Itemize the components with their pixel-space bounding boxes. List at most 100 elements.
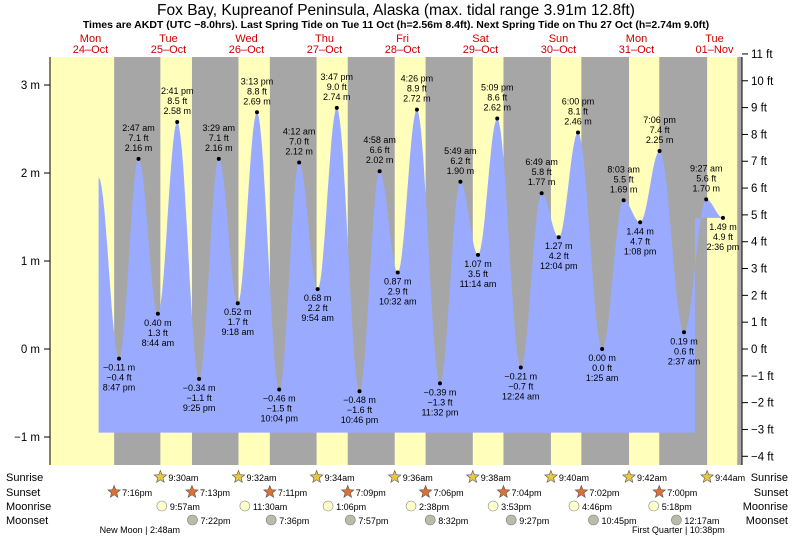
tide-point-low [357, 389, 362, 394]
moonset-icon [671, 514, 682, 526]
tide-m-label: 1.70 m [692, 183, 720, 193]
left-tick-label: 2 m [21, 168, 40, 180]
sunset-time: 7:13pm [200, 488, 230, 498]
day-name-label: Tue [705, 33, 724, 45]
row-label-right-sunrise: Sunrise [751, 472, 788, 484]
right-tick-label: 4 ft [751, 237, 768, 249]
tide-point-low [277, 387, 282, 392]
day-name-label: Mon [626, 33, 647, 45]
sunset-icon [107, 484, 122, 498]
day-date-label: 31–Oct [619, 44, 654, 56]
tide-time-label: 11:32 pm [422, 407, 459, 417]
row-label-left-sunrise: Sunrise [6, 472, 43, 484]
tide-point-high [704, 197, 709, 202]
tide-time-label: 6:49 am [525, 157, 558, 167]
moonrise-icon [322, 500, 334, 512]
tide-point-low [475, 252, 480, 257]
day-date-label: 01–Nov [696, 44, 734, 56]
sunset-time: 7:11pm [278, 488, 307, 498]
tide-point-low [315, 287, 320, 292]
tide-m-label: −0.11 m [103, 363, 135, 373]
tide-ft-label: −1.1 ft [186, 393, 212, 403]
tide-time-label: 9:25 pm [183, 403, 216, 413]
tide-point-high [175, 119, 180, 124]
tide-m-label: 2.74 m [323, 92, 351, 102]
moonset-icon [424, 514, 436, 526]
tide-ft-label: −0.7 ft [508, 381, 534, 391]
sunset-icon [262, 484, 277, 498]
moonrise-icon [487, 500, 499, 512]
tide-m-label: 2.62 m [483, 102, 511, 112]
tide-point-high [657, 149, 662, 153]
tide-ft-label: 5.5 ft [614, 174, 635, 184]
tide-ft-label: −1.6 ft [347, 405, 373, 415]
tide-ft-label: 0.0 ft [592, 363, 613, 373]
tide-ft-label: 4.9 ft [713, 232, 734, 242]
tide-ft-label: 8.6 ft [487, 92, 508, 102]
tide-time-label: 5:09 pm [481, 82, 514, 92]
moonset-icon [187, 514, 198, 526]
right-tick-label: 7 ft [751, 156, 768, 168]
tide-time-label: 9:18 am [221, 327, 254, 337]
tide-time-label: 12:24 am [502, 391, 540, 401]
tide-points: −0.11 m−0.4 ft8:47 pm2:47 am7.1 ft2.16 m… [103, 72, 739, 425]
sunrise-icon [465, 469, 480, 483]
axes: 3 m 2 m 1 m 0 m −1 m 11 ft 10 ft 9 ft 8 ft 7 ft 6 … [14, 49, 775, 465]
tide-ft-label: 0.6 ft [674, 346, 695, 356]
moonrise-time: 9:57am [170, 502, 200, 512]
right-tick-label: 6 ft [751, 183, 768, 195]
right-tick-label: −1 ft [751, 371, 775, 383]
moonrise-time: 2:38pm [419, 502, 449, 512]
moonset-time: 7:36pm [279, 516, 309, 526]
tide-point-high [621, 198, 626, 203]
tide-point-high [254, 110, 259, 115]
tide-m-label: 1.07 m [464, 259, 492, 269]
sunset-icon [574, 484, 589, 498]
tide-ft-label: 7.0 ft [289, 136, 310, 146]
left-tick-label: 1 m [21, 256, 40, 268]
moonrise-icon [239, 500, 251, 512]
sunrise-icon [622, 469, 636, 483]
tide-point-low [720, 215, 725, 220]
tide-point-low [682, 330, 687, 335]
moonset-time: 12:17am [684, 516, 719, 526]
sunset-icon [418, 484, 433, 498]
tide-m-label: 1.90 m [447, 166, 475, 176]
tide-m-label: 1.77 m [528, 177, 556, 187]
row-label-right-sunset: Sunset [754, 487, 788, 499]
tide-point-high [334, 105, 339, 110]
tide-m-label: −0.21 m [504, 371, 537, 381]
left-tick-label: −1 m [14, 432, 40, 444]
moonrise-icon [156, 500, 168, 512]
tide-ft-label: 8.9 ft [407, 84, 428, 94]
moonset-time: 7:22pm [200, 516, 230, 526]
chart-subtitle: Times are AKDT (UTC −8.0hrs). Last Sprin… [83, 19, 709, 31]
tide-m-label: 2.69 m [243, 96, 271, 106]
tide-point-low [117, 356, 122, 361]
tide-m-label: 0.00 m [588, 353, 616, 363]
tide-time-label: 3:29 am [203, 123, 236, 133]
sunrise-icon [387, 469, 402, 483]
sunrise-icon [231, 469, 246, 483]
left-tick-label: 3 m [21, 80, 40, 92]
sunrise-time: 9:42am [637, 473, 667, 483]
tide-point-low [437, 381, 442, 386]
tide-time-label: 2:36 pm [707, 242, 740, 252]
tide-m-label: −0.48 m [343, 395, 376, 405]
day-name-label: Wed [235, 33, 257, 45]
day-name-label: Sat [472, 33, 489, 45]
tide-point-high [539, 191, 544, 196]
tide-time-label: 10:46 pm [341, 415, 379, 425]
tide-point-high [495, 116, 500, 121]
right-tick-label: 3 ft [751, 264, 768, 276]
chart-header: Fox Bay, Kupreanof Peninsula, Alaska (ma… [83, 2, 709, 31]
tide-m-label: 2.12 m [285, 146, 313, 156]
tide-point-high [414, 107, 419, 112]
tide-m-label: 2.02 m [366, 155, 394, 165]
moonset-time: 9:27pm [519, 516, 549, 526]
sunrise-icon [543, 469, 558, 483]
tide-ft-label: 5.8 ft [532, 167, 553, 177]
day-date-label: 28–Oct [385, 44, 420, 56]
tide-ft-label: 8.5 ft [167, 96, 188, 106]
